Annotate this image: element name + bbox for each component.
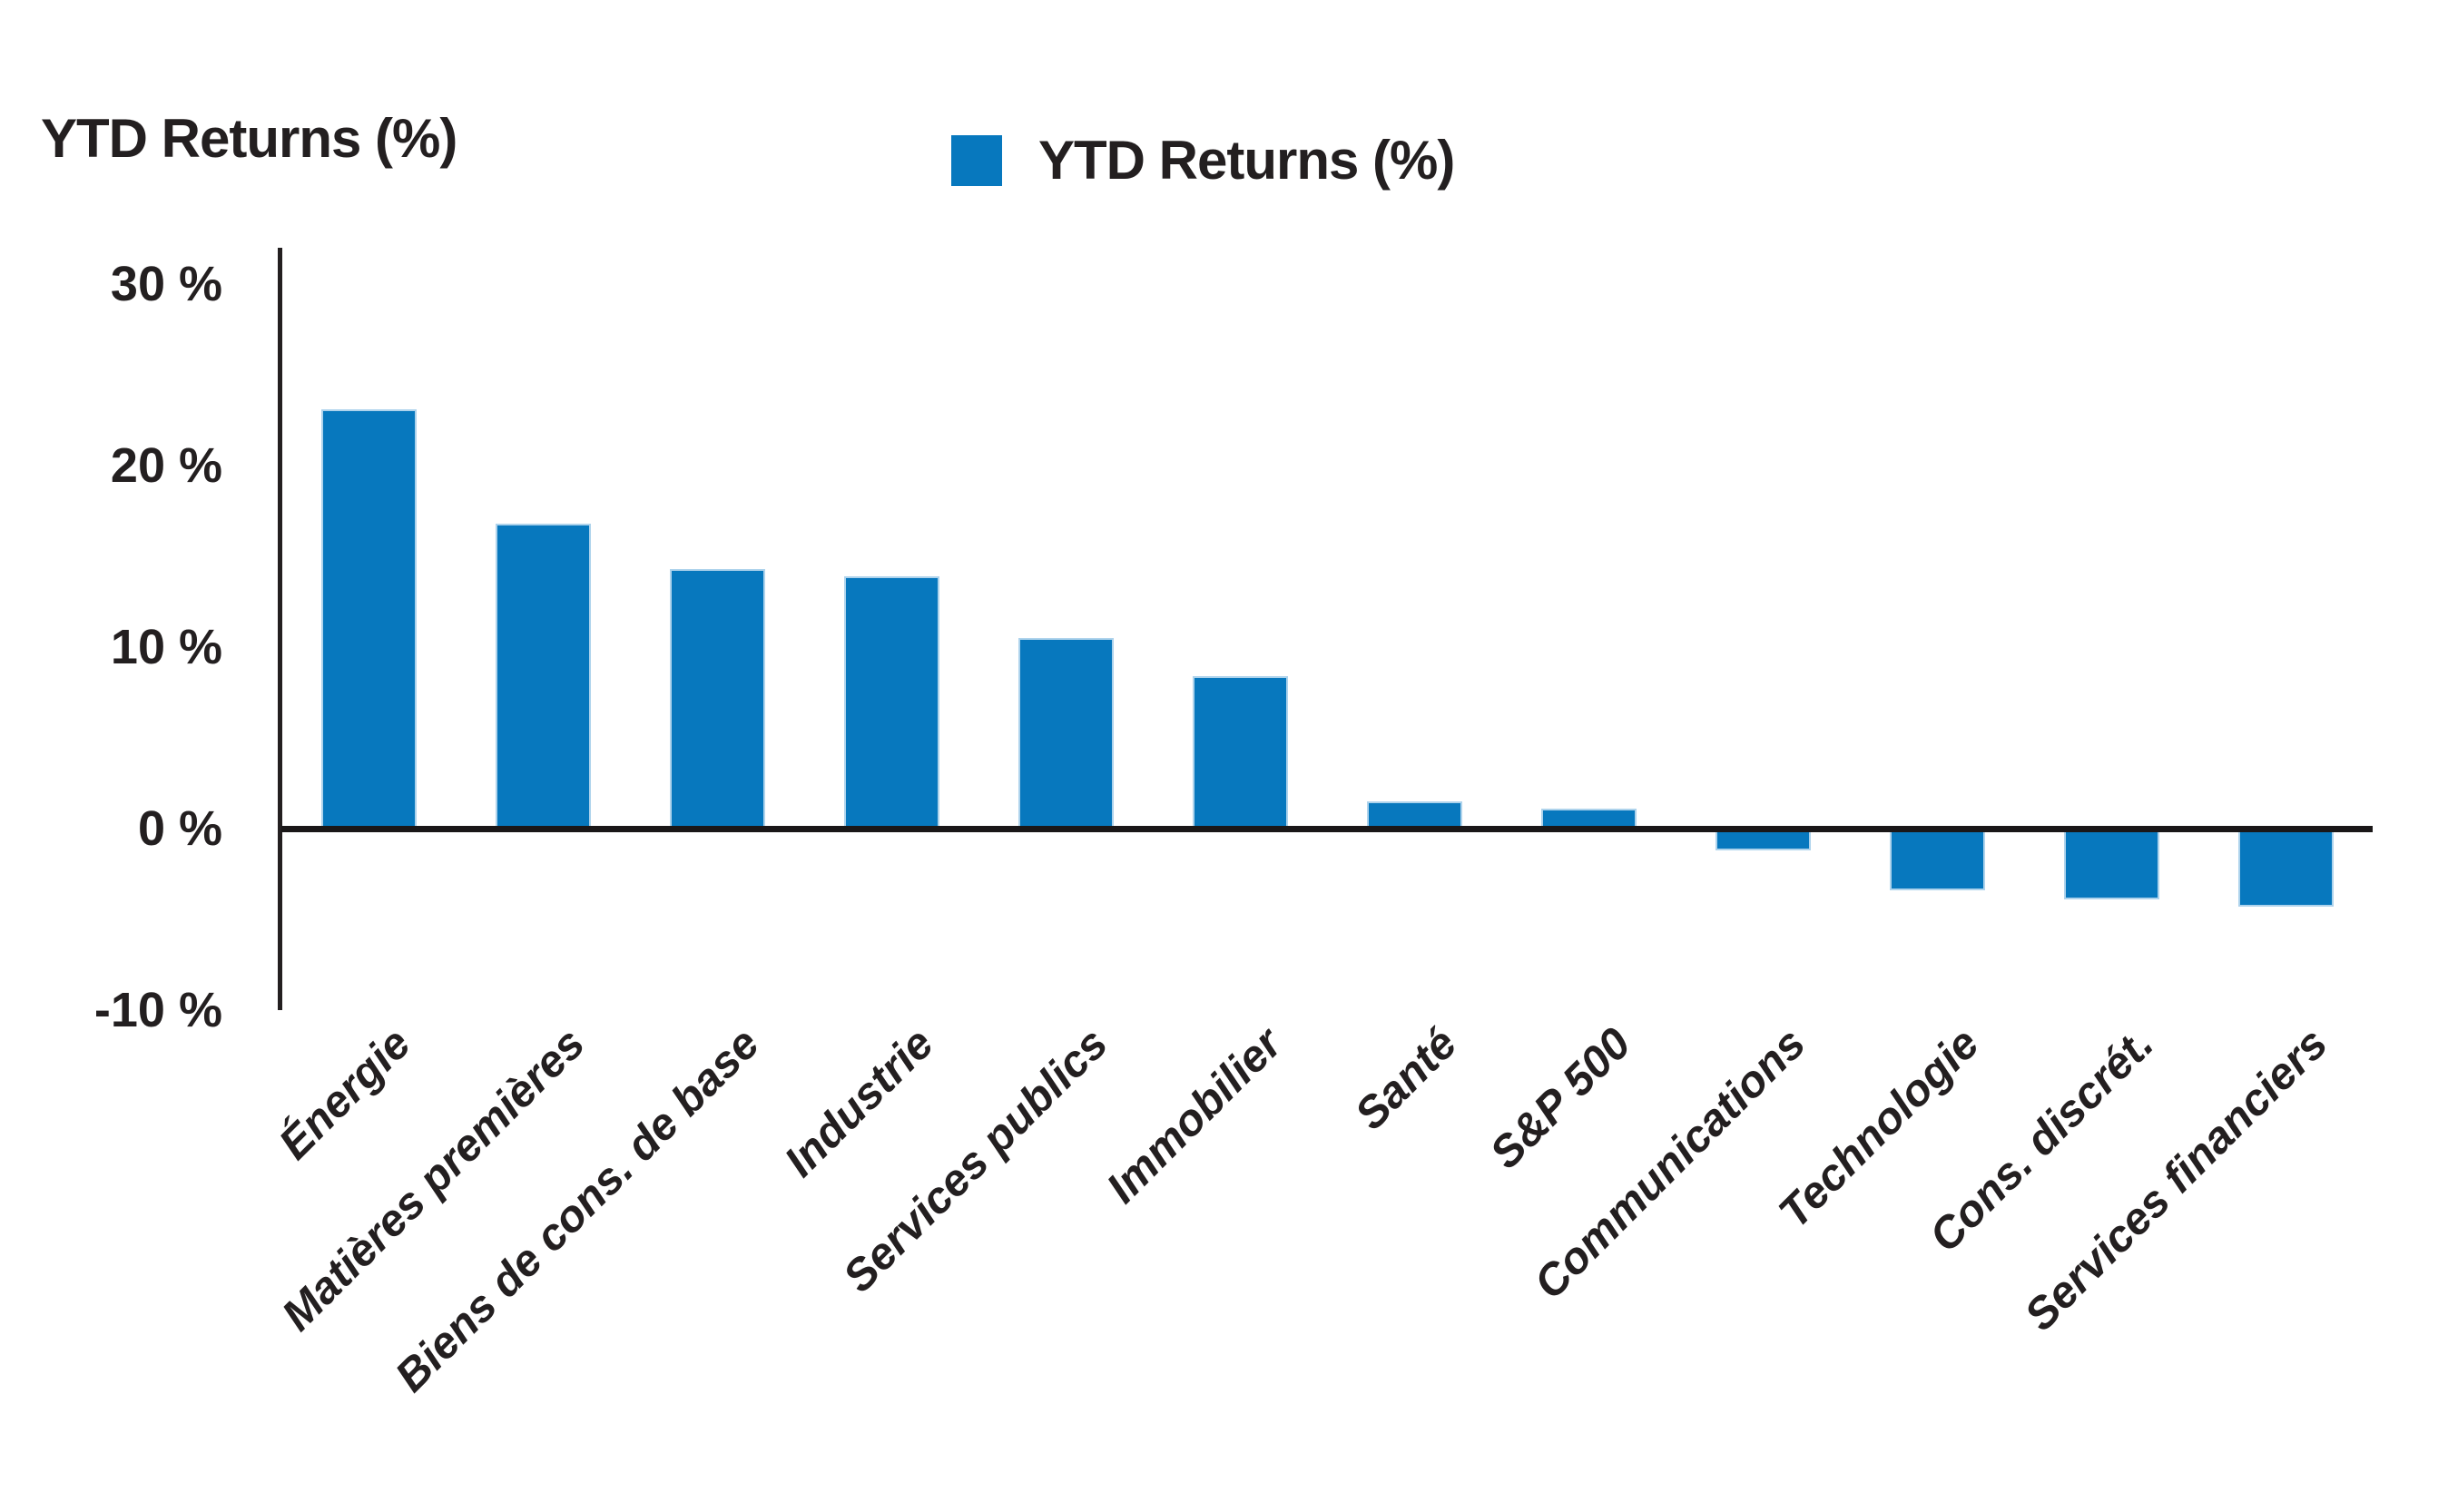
x-tick-label-biens-de-cons-de-base: Biens de cons. de base [386,1018,769,1402]
y-tick-label--10: -10 % [93,983,222,1037]
x-tick-label-industrie: Industrie [775,1018,943,1187]
x-tick-label-services-financiers: Services financiers [2015,1018,2337,1340]
x-tick-label-immobilier: Immobilier [1097,1018,1292,1213]
y-tick-label-0: 0 % [137,801,222,856]
bar-technologie [1890,829,1985,890]
zero-baseline [281,826,2373,832]
bar-matieres-premieres [496,524,591,829]
x-tick-label-sante: Santé [1345,1018,1466,1140]
y-tick-label-20: 20 % [110,438,222,493]
bar-immobilier [1193,676,1288,829]
x-tick-label-matieres-premieres: Matières premières [272,1018,595,1340]
x-tick-label-s-p-500: S&P 500 [1480,1018,1640,1179]
legend-label: YTD Returns (%) [1038,130,1455,191]
legend-swatch [951,134,1002,186]
y-axis-line [278,248,282,1010]
bar-energie [321,409,417,829]
bar-biens-de-cons-de-base [670,569,765,829]
y-tick-label-10: 10 % [110,620,222,674]
x-tick-label-energie: Énergie [270,1018,420,1169]
y-tick-label-30: 30 % [110,257,222,311]
bar-services-publics [1018,638,1114,829]
bar-industrie [844,576,939,829]
bar-services-financiers [2238,829,2334,907]
chart-title: YTD Returns (%) [41,108,457,169]
bar-sante [1367,801,1462,829]
legend: YTD Returns (%) [951,129,1455,191]
bar-cons-discret [2064,829,2159,899]
